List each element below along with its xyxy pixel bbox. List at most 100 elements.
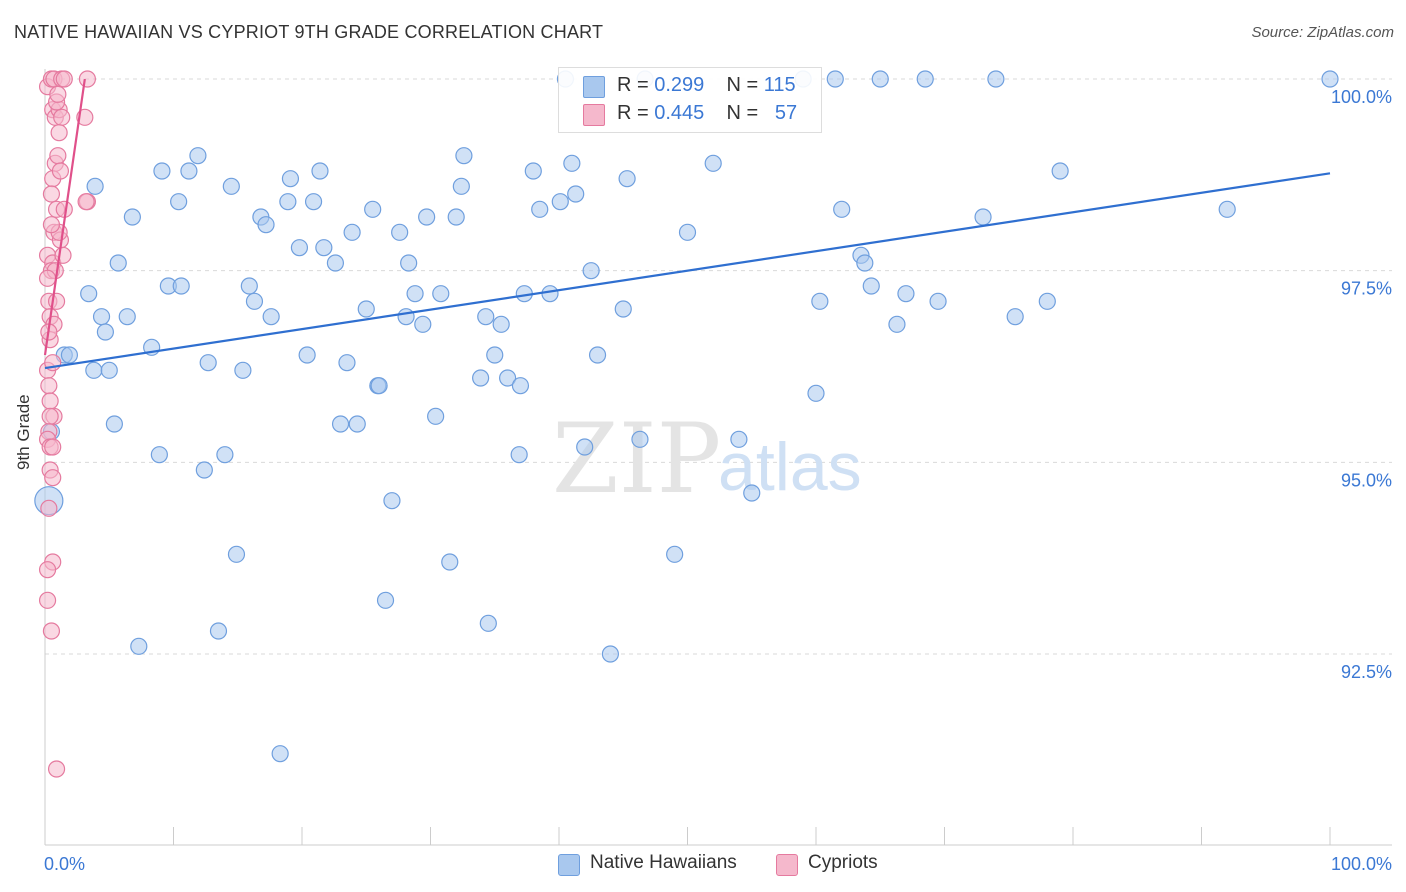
point-native-hawaiians [601, 645, 620, 663]
legend-r-label: R = [617, 102, 655, 124]
point-native-hawaiians [1051, 162, 1069, 180]
point-native-hawaiians [871, 70, 889, 88]
point-cypriots [42, 216, 61, 234]
point-native-hawaiians [153, 162, 171, 180]
point-native-hawaiians [227, 545, 246, 563]
point-native-hawaiians [86, 177, 104, 195]
point-native-hawaiians [298, 346, 316, 364]
point-cypriots [49, 147, 67, 165]
point-native-hawaiians [1006, 308, 1024, 326]
point-native-hawaiians [96, 323, 114, 341]
point-native-hawaiians [511, 377, 530, 395]
point-native-hawaiians [929, 292, 947, 310]
point-cypriots [78, 70, 97, 88]
point-native-hawaiians [510, 446, 528, 464]
point-cypriots [42, 622, 61, 640]
point-native-hawaiians [479, 614, 497, 632]
legend-n-value: 115 [763, 74, 796, 96]
point-native-hawaiians [492, 315, 510, 333]
point-native-hawaiians [987, 70, 1005, 88]
point-native-hawaiians [427, 407, 445, 425]
x-tick-label-max: 100.0% [1331, 854, 1392, 874]
point-cypriots [40, 377, 58, 395]
point-cypriots [51, 162, 70, 180]
point-native-hawaiians [414, 315, 432, 333]
point-native-hawaiians [290, 239, 309, 257]
point-native-hawaiians [100, 361, 118, 379]
point-native-hawaiians [974, 208, 992, 226]
point-cypriots [41, 392, 59, 410]
source-label: Source: ZipAtlas.com [1251, 24, 1394, 41]
point-native-hawaiians [418, 208, 436, 226]
point-cypriots [44, 469, 62, 487]
point-cypriots [40, 499, 58, 517]
point-native-hawaiians [315, 239, 333, 257]
point-native-hawaiians [150, 446, 168, 464]
point-native-hawaiians [524, 162, 542, 180]
trendline-native-hawaiians [44, 172, 1331, 370]
point-native-hawaiians [326, 254, 345, 272]
point-native-hawaiians [279, 193, 297, 211]
point-native-hawaiians [862, 277, 880, 295]
point-native-hawaiians [400, 254, 418, 272]
point-native-hawaiians [452, 177, 470, 195]
point-native-hawaiians [123, 208, 141, 226]
point-cypriots [38, 561, 57, 579]
point-native-hawaiians [704, 154, 722, 172]
point-native-hawaiians [170, 193, 188, 211]
point-native-hawaiians [833, 200, 851, 218]
point-native-hawaiians [216, 446, 234, 464]
point-native-hawaiians [195, 461, 213, 479]
grid-layer [45, 78, 1392, 655]
point-native-hawaiians [370, 377, 388, 395]
bottom-legend-label: Cypriots [808, 852, 878, 873]
point-native-hawaiians [531, 200, 549, 218]
point-native-hawaiians [80, 285, 98, 303]
point-native-hawaiians [897, 285, 915, 303]
y-tick-label: 100.0% [1331, 87, 1392, 107]
x-tick-label-min: 0.0% [44, 854, 85, 874]
point-native-hawaiians [563, 154, 581, 172]
point-native-hawaiians [1038, 292, 1056, 310]
point-native-hawaiians [551, 193, 569, 211]
point-native-hawaiians [666, 545, 684, 563]
point-native-hawaiians [1321, 70, 1339, 88]
point-native-hawaiians [199, 354, 217, 372]
stats-legend: R = 0.299 N = 115 R = 0.445 N = 57 [558, 67, 822, 133]
point-native-hawaiians [364, 200, 382, 218]
point-native-hawaiians [614, 300, 632, 318]
point-native-hawaiians [588, 346, 607, 364]
point-native-hawaiians [222, 177, 240, 195]
point-native-hawaiians [432, 285, 450, 303]
legend-n-value: 57 [774, 102, 798, 124]
point-native-hawaiians [916, 70, 934, 88]
point-native-hawaiians [730, 430, 748, 448]
y-tick-label: 97.5% [1341, 279, 1392, 299]
point-native-hawaiians [109, 254, 127, 272]
point-native-hawaiians [92, 308, 111, 326]
point-native-hawaiians [172, 277, 190, 295]
point-native-hawaiians [576, 438, 594, 456]
legend-r-value: 0.299 [654, 74, 705, 96]
point-cypriots [50, 124, 68, 142]
point-native-hawaiians [130, 637, 148, 655]
point-native-hawaiians [189, 147, 207, 165]
point-native-hawaiians [391, 223, 409, 241]
point-native-hawaiians [441, 553, 459, 571]
legend-n-label: N = [726, 102, 764, 124]
point-native-hawaiians [486, 346, 504, 364]
legend-swatch-pink [583, 104, 605, 126]
point-native-hawaiians [397, 308, 415, 326]
point-native-hawaiians [807, 384, 825, 402]
point-cypriots [77, 193, 95, 211]
point-native-hawaiians [455, 147, 473, 165]
point-native-hawaiians [343, 223, 361, 241]
point-native-hawaiians [472, 369, 490, 387]
legend-swatch-blue [583, 76, 605, 98]
point-native-hawaiians [888, 315, 906, 333]
point-native-hawaiians [257, 216, 275, 234]
bottom-legend-swatch-blue [558, 854, 580, 876]
point-native-hawaiians [338, 354, 356, 372]
point-native-hawaiians [376, 591, 395, 609]
point-native-hawaiians [856, 254, 874, 272]
